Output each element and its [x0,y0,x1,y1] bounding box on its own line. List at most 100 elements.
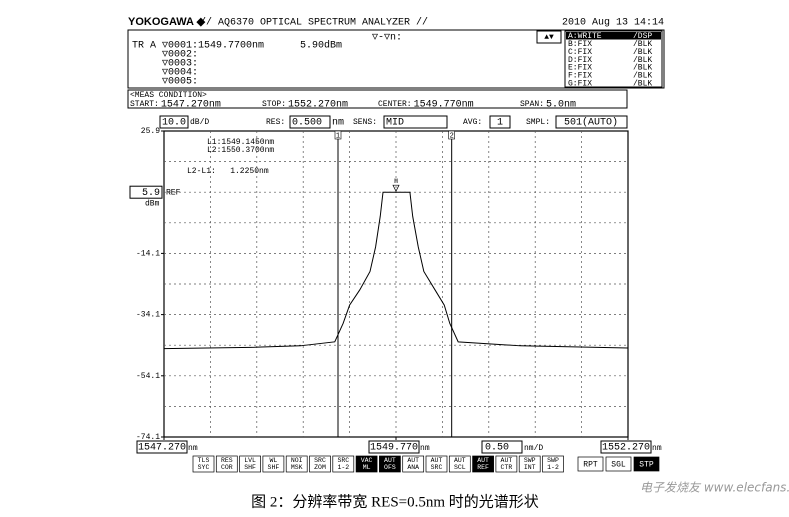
meas-label: START: [130,100,159,109]
run-key-label[interactable]: RPT [583,461,598,470]
meas-value: 1547.270nm [161,100,221,111]
soft-key-label[interactable]: SRC [337,457,349,464]
soft-key-label[interactable]: REF [477,464,489,471]
run-key-label[interactable]: SGL [611,461,626,470]
y-tick-label: 25.9 [141,127,160,136]
arrows[interactable]: ▲▼ [544,33,554,42]
x-div-box [481,440,523,454]
run-key[interactable] [633,456,660,472]
soft-key[interactable] [542,455,564,473]
y-tick-label: -74.1 [136,433,160,442]
res-label: RES: [266,118,285,127]
soft-key-label[interactable]: 1-2 [547,464,559,471]
soft-key[interactable] [518,455,541,473]
x-tick-box [600,440,652,454]
arrow-box[interactable] [536,30,562,44]
soft-key[interactable] [332,455,355,473]
soft-key[interactable] [472,455,494,473]
soft-key-label[interactable]: NOI [291,457,303,464]
soft-key-label[interactable]: 1-2 [337,464,349,471]
meas-title: <MEAS CONDITION> [130,91,207,100]
meas-value: 1552.270nm [288,100,348,111]
annotation: L2:1550.3700nm [207,146,274,155]
soft-key[interactable] [285,455,308,473]
trace-mode: /BLK [633,64,652,73]
x-tick-label: 1547.270 [138,443,186,454]
trace-mode: /DSP [633,32,652,41]
soft-key[interactable] [239,455,261,473]
trace-mode: /BLK [633,72,652,81]
soft-key-label[interactable]: AUT [454,457,466,464]
run-key-label[interactable]: STP [639,461,654,470]
marker-entry: ▽0001:1549.7700nm [162,41,264,52]
x-unit: nm [188,444,198,453]
soft-key-label[interactable]: COR [221,464,233,471]
soft-key-label[interactable]: AUT [407,457,419,464]
soft-key-label[interactable]: AUT [384,457,396,464]
trace-name: C:FIX [568,48,592,57]
x-div-value: 0.50 [485,443,509,454]
y-unit: dBm [145,199,160,208]
soft-key-label[interactable]: ANA [407,464,419,471]
marker-panel [127,29,665,89]
soft-key-label[interactable]: SWP [547,457,559,464]
soft-key[interactable] [495,455,518,473]
delta-label: ▽-▽n: [372,33,402,44]
trace-name: F:FIX [568,72,592,81]
caption: 图 2：分辨率带宽 RES=0.5nm 时的光谱形状 [251,493,539,510]
soft-key-label[interactable]: RES [221,457,233,464]
soft-key-label[interactable]: SHF [268,464,280,471]
soft-key[interactable] [355,455,378,473]
soft-key-label[interactable]: LVL [244,457,256,464]
x-div-unit: nm/D [524,444,543,453]
smpl-label: SMPL: [526,118,550,127]
meas-value: 5.0nm [546,100,576,111]
soft-key-label[interactable]: SHF [244,464,256,471]
soft-key[interactable] [379,455,401,473]
soft-key-label[interactable]: SYC [198,464,210,471]
trace-name: G:FIX [568,80,592,89]
soft-key[interactable] [192,455,215,473]
soft-key-label[interactable]: ZOM [314,464,326,471]
x-tick-label: 1552.270 [602,443,650,454]
soft-key-label[interactable]: VAC [361,457,373,464]
soft-key[interactable] [309,455,331,473]
run-key[interactable] [605,456,632,472]
soft-key-label[interactable]: TLS [198,457,210,464]
soft-key-label[interactable]: AUT [431,457,443,464]
soft-key-label[interactable]: INT [524,464,536,471]
y-tick-label: -14.1 [136,250,160,259]
soft-key[interactable] [215,455,238,473]
soft-key-label[interactable]: SWP [524,457,536,464]
trace-highlight [566,32,661,40]
soft-key-label[interactable]: SCL [454,464,466,471]
scale-box [159,115,189,129]
soft-key[interactable] [448,455,471,473]
scale-unit: dB/D [190,118,209,127]
x-tick-box [136,440,188,454]
soft-key-label[interactable]: MSK [291,464,303,471]
smpl-value: 501(AUTO) [564,117,618,129]
meas-box [127,89,628,109]
meas-label: STOP: [262,100,286,109]
soft-key-label[interactable]: SRC [431,464,443,471]
marker-level: 5.90dBm [300,40,342,52]
meas-value: 1549.770nm [414,100,474,111]
soft-key-label[interactable]: CTR [501,464,513,471]
soft-key-label[interactable]: ML [363,464,371,471]
soft-key[interactable] [425,455,448,473]
ref-box [129,185,163,199]
soft-key-label[interactable]: SRC [314,457,326,464]
trace-name: A:WRITE [568,32,602,41]
soft-key[interactable] [402,455,425,473]
soft-key-label[interactable]: OFS [384,464,396,471]
trace-mode: /BLK [633,48,652,57]
avg-value: 1 [497,118,503,129]
soft-key-label[interactable]: AUT [477,457,489,464]
run-key[interactable] [577,456,604,472]
soft-key-label[interactable]: AUT [501,457,513,464]
soft-key[interactable] [262,455,285,473]
soft-key-label[interactable]: WL [269,457,277,464]
ref-label: REF [166,188,181,197]
